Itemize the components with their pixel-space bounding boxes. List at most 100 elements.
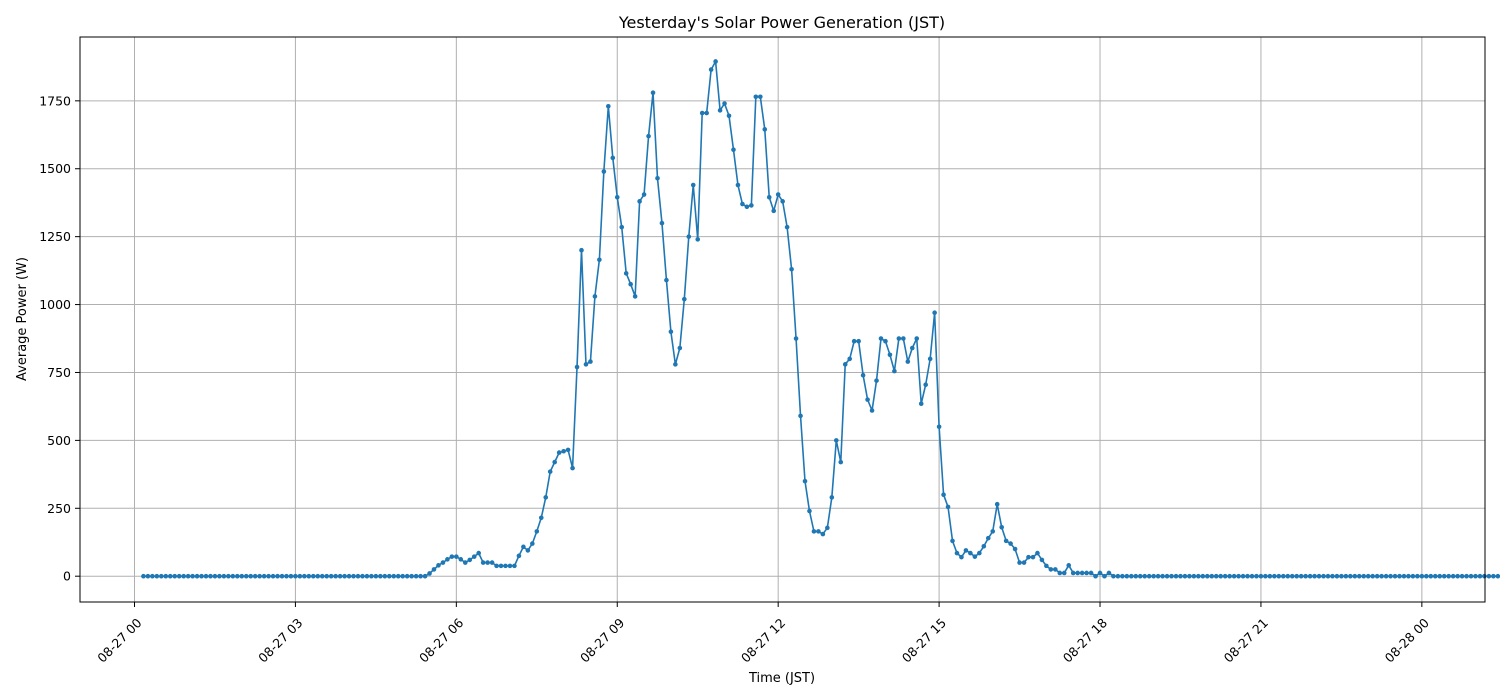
data-point — [892, 368, 897, 374]
data-point — [1280, 573, 1286, 579]
data-point — [1200, 573, 1206, 579]
data-point — [1419, 573, 1425, 579]
data-point — [887, 352, 893, 358]
data-point — [838, 459, 844, 465]
data-point — [1084, 570, 1089, 576]
data-point — [431, 567, 437, 572]
data-point — [547, 469, 553, 474]
data-point — [1120, 573, 1125, 579]
data-point — [1075, 570, 1080, 576]
data-point — [1066, 563, 1072, 568]
data-point — [525, 548, 531, 553]
data-point — [932, 310, 937, 316]
data-point — [239, 573, 245, 579]
data-point — [498, 563, 504, 569]
data-point — [1397, 573, 1402, 579]
data-point — [221, 573, 227, 579]
data-point — [798, 413, 803, 419]
data-point — [959, 554, 964, 560]
data-point — [1008, 541, 1013, 546]
data-point — [1044, 563, 1049, 569]
data-point — [275, 573, 280, 579]
data-point — [762, 127, 768, 132]
data-point — [771, 208, 777, 214]
data-point — [449, 554, 455, 559]
data-point — [972, 554, 978, 559]
data-point — [749, 203, 754, 208]
data-point — [1330, 573, 1335, 579]
data-point — [905, 359, 911, 364]
data-point — [677, 345, 683, 351]
data-point — [856, 338, 861, 344]
data-point — [145, 573, 151, 579]
data-point — [270, 573, 276, 579]
y-tick-label: 500 — [47, 433, 71, 448]
data-point — [901, 336, 906, 341]
data-point — [918, 401, 924, 407]
data-point — [355, 573, 361, 579]
data-point — [807, 508, 812, 514]
data-point — [999, 525, 1004, 530]
data-point — [909, 345, 915, 351]
data-point — [1365, 573, 1371, 579]
y-tick-label: 0 — [63, 569, 71, 584]
data-point — [1352, 573, 1358, 579]
data-point — [319, 573, 325, 579]
data-point — [534, 529, 540, 534]
data-point — [538, 515, 544, 521]
data-point — [1272, 573, 1277, 579]
data-point — [1227, 573, 1232, 579]
data-point — [597, 257, 602, 263]
data-point — [369, 573, 374, 579]
data-point — [1473, 573, 1478, 579]
data-point — [1245, 573, 1250, 579]
data-point — [409, 573, 414, 579]
data-point — [243, 573, 249, 579]
data-point — [1455, 573, 1460, 579]
data-point — [141, 573, 146, 579]
data-point — [619, 224, 625, 230]
data-point — [480, 560, 486, 565]
data-point — [427, 571, 432, 576]
data-point — [1209, 573, 1215, 579]
data-point — [521, 544, 526, 550]
data-point — [985, 535, 991, 541]
data-point — [311, 573, 316, 579]
y-tick-label: 750 — [47, 365, 71, 380]
plot-frame — [79, 36, 1486, 603]
data-point — [704, 110, 709, 116]
data-point — [1325, 573, 1331, 579]
data-point — [896, 336, 902, 341]
data-point — [1182, 573, 1188, 579]
data-point — [1151, 573, 1156, 579]
data-point — [1356, 573, 1362, 579]
data-point — [467, 557, 473, 563]
data-point — [176, 573, 182, 579]
data-point — [740, 201, 745, 207]
data-point — [1079, 570, 1085, 576]
data-point — [793, 336, 799, 341]
data-point — [1146, 573, 1152, 579]
data-point — [914, 336, 920, 341]
data-point — [1249, 573, 1255, 579]
data-point — [775, 192, 781, 197]
data-point — [297, 573, 303, 579]
data-point — [1070, 570, 1076, 576]
data-point — [288, 573, 294, 579]
data-point — [1348, 573, 1353, 579]
data-point — [248, 573, 254, 579]
data-point — [699, 110, 705, 116]
data-point — [257, 573, 262, 579]
data-point — [646, 133, 651, 139]
data-point — [1093, 573, 1098, 579]
data-point — [185, 573, 191, 579]
data-point — [154, 573, 160, 579]
data-point — [565, 447, 571, 453]
data-point — [784, 224, 790, 230]
data-point — [722, 101, 727, 106]
data-point — [614, 194, 620, 200]
data-point — [936, 424, 942, 430]
data-point — [1133, 573, 1139, 579]
data-point — [579, 247, 584, 253]
